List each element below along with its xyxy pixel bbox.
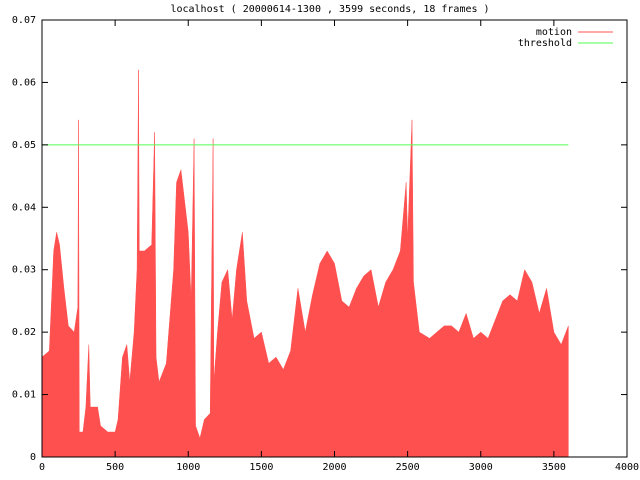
x-tick-label: 1500	[249, 462, 273, 473]
y-tick-label: 0	[30, 452, 36, 463]
y-tick-label: 0.03	[12, 265, 36, 276]
y-tick-label: 0.05	[12, 140, 36, 151]
x-tick-label: 500	[106, 462, 124, 473]
area	[41, 69, 569, 458]
y-tick-label: 0.06	[12, 77, 36, 88]
x-tick-label: 1000	[176, 462, 200, 473]
y-tick-label: 0.01	[12, 390, 36, 401]
x-tick-label: 3000	[469, 462, 493, 473]
x-tick-label: 3500	[542, 462, 566, 473]
x-tick-label: 0	[39, 462, 45, 473]
y-tick-label: 0.02	[12, 327, 36, 338]
y-tick-label: 0.07	[12, 15, 36, 26]
x-tick-label: 2000	[322, 462, 346, 473]
x-tick-label: 4000	[615, 462, 639, 473]
legend-label: motion	[536, 27, 572, 38]
x-tick-label: 2500	[396, 462, 420, 473]
legend-label: threshold	[518, 38, 572, 49]
chart-title: localhost ( 20000614-1300 , 3599 seconds…	[170, 4, 489, 15]
y-tick-label: 0.04	[12, 202, 36, 213]
